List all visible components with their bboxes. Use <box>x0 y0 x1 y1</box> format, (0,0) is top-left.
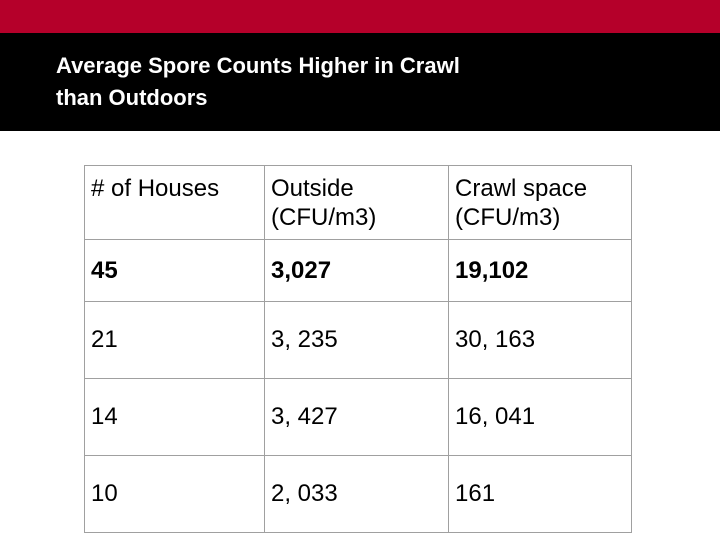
table-row: 10 2, 033 161 <box>84 455 632 533</box>
header-crawl-space-line-1: Crawl space <box>455 175 588 202</box>
table-row: 21 3, 235 30, 163 <box>84 301 632 379</box>
cell-houses: 21 <box>84 301 265 379</box>
header-crawl-space: Crawl space (CFU/m3) <box>448 165 632 240</box>
title-bar <box>0 33 720 131</box>
table-row: 14 3, 427 16, 041 <box>84 378 632 456</box>
cell-crawl-space: 161 <box>448 455 632 533</box>
cell-crawl-space: 30, 163 <box>448 301 632 379</box>
cell-outside: 3, 427 <box>264 378 449 456</box>
cell-crawl-space: 19,102 <box>448 239 632 302</box>
header-houses-line-1: # of Houses <box>91 175 220 202</box>
cell-outside: 3, 235 <box>264 301 449 379</box>
header-houses: # of Houses <box>84 165 265 240</box>
header-outside-line-2: (CFU/m3) <box>271 204 377 231</box>
header-outside: Outside (CFU/m3) <box>264 165 449 240</box>
cell-houses: 14 <box>84 378 265 456</box>
slide-title-line-1: Average Spore Counts Higher in Crawl <box>56 53 460 78</box>
cell-houses: 45 <box>84 239 265 302</box>
cell-outside: 3,027 <box>264 239 449 302</box>
table-row: 45 3,027 19,102 <box>84 239 632 302</box>
table-header-row: # of Houses Outside (CFU/m3) Crawl space… <box>84 165 632 240</box>
accent-bar <box>0 0 720 33</box>
slide-title-line-2: than Outdoors <box>56 85 208 110</box>
cell-houses: 10 <box>84 455 265 533</box>
header-outside-line-1: Outside <box>271 175 354 202</box>
spore-count-table: # of Houses Outside (CFU/m3) Crawl space… <box>84 165 632 533</box>
slide-title: Average Spore Counts Higher in Crawl tha… <box>56 50 616 114</box>
cell-crawl-space: 16, 041 <box>448 378 632 456</box>
cell-outside: 2, 033 <box>264 455 449 533</box>
header-crawl-space-line-2: (CFU/m3) <box>455 204 561 231</box>
